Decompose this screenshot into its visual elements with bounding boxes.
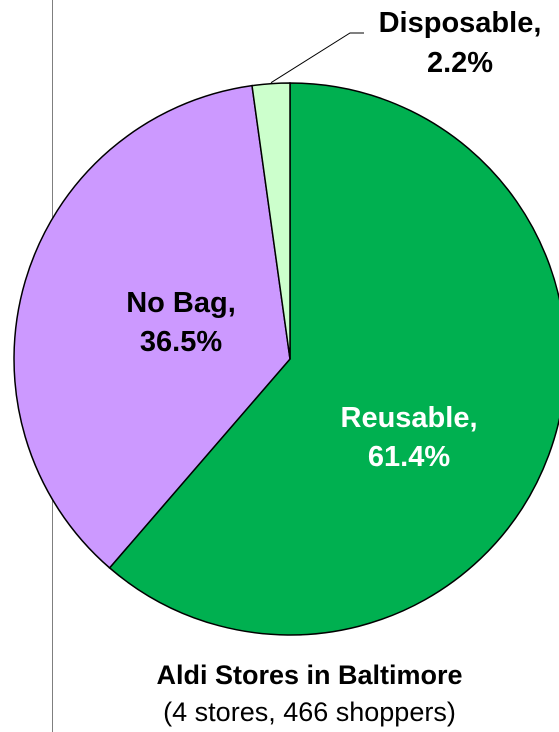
chart-subtitle: (4 stores, 466 shoppers) bbox=[163, 697, 456, 727]
pie-slices bbox=[13, 82, 559, 636]
slice-value-label-1: 61.4% bbox=[368, 441, 450, 473]
pie-slice-3 bbox=[251, 82, 291, 360]
slice-label-3: Disposable, bbox=[379, 7, 542, 39]
pie-slice-1 bbox=[108, 82, 559, 636]
slice-value-label-2: 36.5% bbox=[140, 326, 222, 358]
slice-label-1: Reusable, bbox=[341, 402, 478, 434]
pie-slice-2 bbox=[13, 84, 291, 569]
disposable-leader-line bbox=[270, 32, 364, 84]
pie-labels: Reusable, 61.4% No Bag, 36.5% Disposable, 2.2… bbox=[126, 7, 541, 473]
slice-value-label-3: 2.2% bbox=[427, 47, 493, 79]
chart-title: Aldi Stores in Baltimore bbox=[156, 660, 463, 690]
slice-label-2: No Bag, bbox=[126, 287, 236, 319]
